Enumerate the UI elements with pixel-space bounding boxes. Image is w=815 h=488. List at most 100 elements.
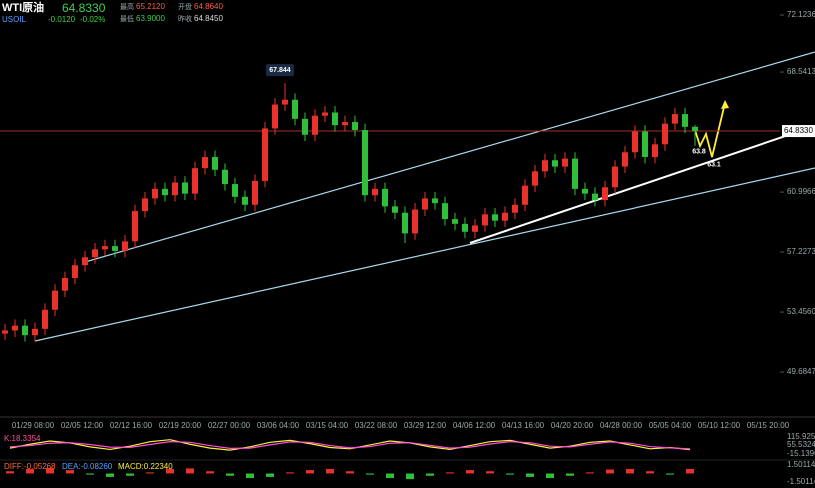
x-tick-label: 05/10 12:00 xyxy=(698,421,741,430)
change: -0.0120 xyxy=(48,15,76,24)
y-tick-label: 55.5324 xyxy=(787,440,815,449)
candle-body xyxy=(562,158,568,167)
value: 65.2120 xyxy=(136,2,165,11)
candle-body xyxy=(612,166,618,188)
macd-bar xyxy=(506,473,514,475)
candle-body xyxy=(592,193,598,200)
candle-body xyxy=(462,223,468,232)
candle-body xyxy=(242,196,248,205)
candle-body xyxy=(2,330,8,334)
macd-bar xyxy=(86,473,94,475)
macd-bar xyxy=(106,473,114,477)
macd-bar xyxy=(306,470,314,474)
x-tick-label: 03/15 04:00 xyxy=(306,421,349,430)
candle-body xyxy=(232,184,238,197)
kdj-label: K:18.3354 xyxy=(4,434,41,443)
price-tag: 64.8330 xyxy=(784,126,813,135)
candle-body xyxy=(62,277,68,291)
candle-body xyxy=(72,265,78,278)
candle-body xyxy=(332,112,338,126)
x-tick-label: 04/20 20:00 xyxy=(551,421,594,430)
candle-body xyxy=(472,225,478,232)
candle-body xyxy=(312,115,318,135)
macd-bar xyxy=(286,472,294,474)
annotation: 63.8 xyxy=(692,148,706,155)
macd-bar xyxy=(446,472,454,474)
macd-bar xyxy=(646,471,654,474)
candle-body xyxy=(512,204,518,213)
candle-body xyxy=(112,246,118,251)
macd-bar xyxy=(6,471,14,474)
macd-label: MACD:0.22340 xyxy=(118,462,173,471)
macd-bar xyxy=(126,473,134,476)
candle-body xyxy=(342,122,348,126)
candle-body xyxy=(32,328,38,336)
candle-body xyxy=(432,198,438,204)
x-tick-label: 03/22 08:00 xyxy=(355,421,398,430)
x-tick-label: 03/29 12:00 xyxy=(404,421,447,430)
macd-bar xyxy=(186,468,194,474)
y-tick-label: 115.925 xyxy=(787,432,815,441)
candle-body xyxy=(692,126,698,132)
value: 64.8640 xyxy=(194,2,223,11)
macd-bar xyxy=(686,468,694,474)
x-tick-label: 04/06 12:00 xyxy=(453,421,496,430)
annotation-box xyxy=(266,64,294,77)
y-tick-label: 49.6847 xyxy=(787,367,815,376)
candle-body xyxy=(192,168,198,194)
candle-body xyxy=(572,158,578,189)
candle-body xyxy=(652,144,658,158)
macd-bar xyxy=(546,473,554,479)
macd-bar xyxy=(406,473,414,480)
label: 昨收 xyxy=(178,14,192,23)
arrow-head xyxy=(721,100,729,109)
macd-bar xyxy=(146,472,154,474)
macd-bar xyxy=(246,473,254,479)
symbol: USOIL xyxy=(2,15,27,24)
candle-body xyxy=(282,99,288,105)
candle-body xyxy=(582,188,588,194)
macd-bar xyxy=(346,471,354,474)
x-tick-label: 01/29 08:00 xyxy=(12,421,55,430)
candle-body xyxy=(442,203,448,220)
macd-bar xyxy=(626,468,634,474)
candle-body xyxy=(212,157,218,170)
candle-body xyxy=(252,180,258,205)
candle-body xyxy=(262,128,268,181)
macd-label: DEA:-0.08260 xyxy=(62,462,113,471)
candle-body xyxy=(12,325,18,331)
candle-body xyxy=(272,104,278,129)
candle-body xyxy=(162,188,168,196)
macd-bar xyxy=(206,471,214,474)
macd-bar xyxy=(366,473,374,475)
macd-bar xyxy=(26,468,34,474)
x-tick-label: 05/15 20:00 xyxy=(747,421,790,430)
macd-bar xyxy=(566,473,574,476)
macd-bar xyxy=(226,473,234,476)
candle-body xyxy=(422,198,428,210)
macd-bar xyxy=(326,468,334,474)
candle-body xyxy=(362,129,368,196)
macd-bar xyxy=(66,470,74,474)
y-tick-label: 53.4560 xyxy=(787,307,815,316)
candle-body xyxy=(372,188,378,196)
candle-body xyxy=(302,118,308,135)
x-tick-label: 03/06 04:00 xyxy=(257,421,300,430)
candle-body xyxy=(322,112,328,116)
candle-body xyxy=(532,171,538,186)
candle-body xyxy=(102,246,108,250)
candle-body xyxy=(382,188,388,207)
kdj-line xyxy=(9,441,691,450)
symbol-name[interactable]: WTI原油 xyxy=(2,0,44,14)
candle-body xyxy=(602,187,608,200)
candle-body xyxy=(412,209,418,234)
candle-body xyxy=(292,99,298,119)
candle-body xyxy=(122,241,128,251)
change-pct: -0.02% xyxy=(80,15,105,24)
y-tick-label: 1.50114 xyxy=(787,460,815,469)
x-tick-label: 05/05 04:00 xyxy=(649,421,692,430)
candle-body xyxy=(82,257,88,266)
y-tick-label: 72.1236 xyxy=(787,10,815,19)
